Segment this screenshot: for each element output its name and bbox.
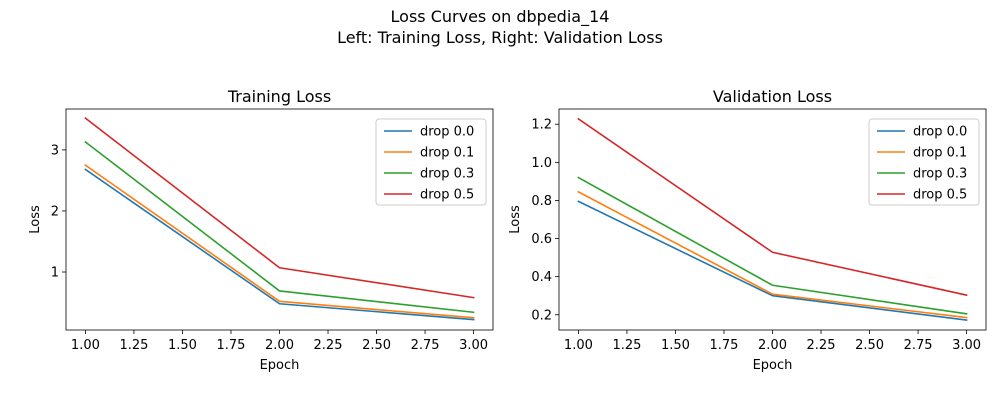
train-legend-label-drop-0-0: drop 0.0 <box>420 125 474 140</box>
val-ytick-label: 1.2 <box>531 118 552 133</box>
val-ytick-label: 1.0 <box>531 156 552 171</box>
val-legend-label-drop-0-3: drop 0.3 <box>913 167 967 182</box>
train-xtick-label: 2.25 <box>314 338 343 353</box>
figure-title: Loss Curves on dbpedia_14 <box>391 7 610 27</box>
val-xtick-label: 2.75 <box>904 338 933 353</box>
train-xtick-label: 2.75 <box>411 338 440 353</box>
train-xtick-label: 1.00 <box>71 338 100 353</box>
val-xtick-label: 3.00 <box>952 338 981 353</box>
val-xtick-label: 2.00 <box>758 338 787 353</box>
val-legend: drop 0.0 drop 0.1 drop 0.3 drop 0.5 <box>868 118 980 206</box>
train-legend-box <box>375 118 487 206</box>
val-ylabel: Loss <box>508 205 523 234</box>
val-xtick-label: 1.00 <box>564 338 593 353</box>
val-xtick-label: 1.75 <box>710 338 739 353</box>
validation-loss-panel: Validation Loss 1.00 1.25 1.50 1.75 2.00 2.25 2… <box>508 87 987 373</box>
train-xtick-label: 1.50 <box>168 338 197 353</box>
val-legend-label-drop-0-0: drop 0.0 <box>913 125 967 140</box>
val-legend-label-drop-0-5: drop 0.5 <box>913 188 967 203</box>
train-xtick-label: 3.00 <box>459 338 488 353</box>
train-axes-title: Training Loss <box>227 87 331 106</box>
val-xlabel: Epoch <box>753 358 793 373</box>
train-ytick-label: 1 <box>51 266 59 281</box>
train-legend: drop 0.0 drop 0.1 drop 0.3 drop 0.5 <box>375 118 487 206</box>
val-ytick-label: 0.8 <box>531 194 552 209</box>
training-loss-panel: Training Loss 1.00 1.25 1.50 1.75 2.00 2.25 2.5… <box>28 87 494 373</box>
train-ytick-label: 3 <box>51 143 59 158</box>
val-xtick-label: 1.25 <box>612 338 641 353</box>
val-legend-label-drop-0-1: drop 0.1 <box>913 146 967 161</box>
val-xtick-label: 2.25 <box>807 338 836 353</box>
val-legend-box <box>868 118 980 206</box>
val-series-drop-0-0 <box>577 200 968 321</box>
val-ytick-label: 0.2 <box>531 308 552 323</box>
train-xtick-label: 2.50 <box>362 338 391 353</box>
train-ytick-label: 2 <box>51 204 59 219</box>
train-legend-label-drop-0-3: drop 0.3 <box>420 167 474 182</box>
train-ylabel: Loss <box>28 205 43 234</box>
val-xtick-label: 1.50 <box>661 338 690 353</box>
val-ytick-label: 0.4 <box>531 270 552 285</box>
train-legend-label-drop-0-5: drop 0.5 <box>420 188 474 203</box>
train-legend-label-drop-0-1: drop 0.1 <box>420 146 474 161</box>
train-xtick-label: 2.00 <box>265 338 294 353</box>
figure-subtitle: Left: Training Loss, Right: Validation L… <box>337 28 663 47</box>
train-xtick-label: 1.25 <box>119 338 148 353</box>
val-ytick-label: 0.6 <box>531 232 552 247</box>
train-xlabel: Epoch <box>260 358 300 373</box>
train-xtick-label: 1.75 <box>217 338 246 353</box>
val-xtick-label: 2.50 <box>855 338 884 353</box>
val-axes-title: Validation Loss <box>713 87 832 106</box>
